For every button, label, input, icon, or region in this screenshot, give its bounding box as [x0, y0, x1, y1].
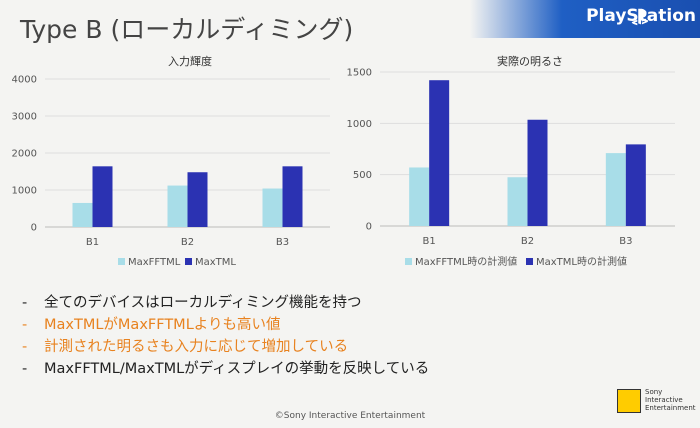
y-tick-label: 1500 — [347, 68, 372, 79]
bar — [605, 153, 626, 226]
bullet-item: - MaxFFTML/MaxTMLがディスプレイの挙動を反映している — [22, 358, 582, 380]
brand-name: PlayStation — [586, 6, 696, 26]
legend-label: MaxFFTML時の計測値 — [415, 255, 517, 268]
bullet-text: MaxFFTML/MaxTMLがディスプレイの挙動を反映している — [44, 361, 430, 377]
brand-banner — [470, 0, 700, 38]
bullet-item: - MaxTMLがMaxFFTMLよりも高い値 — [22, 314, 582, 336]
bullet-list: - 全てのデバイスはローカルディミング機能を持つ - MaxTMLがMaxFFTML… — [22, 292, 582, 380]
bullet-item: - 計測された明るさも入力に応じて増加している — [22, 336, 582, 358]
bar — [527, 119, 548, 226]
chart-title: 実際の明るさ — [497, 54, 563, 68]
bullet-dash: - — [22, 317, 28, 333]
y-tick-label: 1000 — [347, 119, 372, 130]
bar — [625, 144, 646, 226]
bullet-dash: - — [22, 295, 28, 311]
sie-logo-icon — [617, 389, 641, 413]
legend-swatch — [118, 258, 125, 265]
bullet-text: 全てのデバイスはローカルディミング機能を持つ — [44, 295, 362, 311]
y-tick-label: 0 — [366, 222, 372, 233]
bullet-dash: - — [22, 361, 28, 377]
legend-swatch — [185, 258, 192, 265]
legend-swatch — [526, 258, 533, 265]
sie-line-1: Sony — [645, 388, 663, 396]
bar — [72, 202, 93, 227]
slide-title: Type B (ローカルディミング) — [20, 15, 354, 44]
x-tick-label: B3 — [276, 237, 289, 248]
x-tick-label: B1 — [423, 236, 436, 247]
y-tick-label: 1000 — [12, 186, 37, 197]
x-tick-label: B2 — [521, 236, 534, 247]
bar — [92, 166, 113, 227]
bar — [187, 172, 208, 227]
legend-label: MaxFFTML — [128, 257, 181, 268]
legend-label: MaxTML時の計測値 — [536, 255, 627, 268]
bar — [262, 188, 283, 227]
sie-line-2: Interactive — [645, 396, 683, 404]
bullet-dash: - — [22, 339, 28, 355]
bullet-item: - 全てのデバイスはローカルディミング機能を持つ — [22, 292, 582, 314]
x-tick-label: B1 — [86, 237, 99, 248]
bar — [282, 166, 303, 227]
bar — [507, 177, 528, 226]
bar — [167, 185, 188, 227]
bar — [429, 80, 450, 226]
y-tick-label: 3000 — [12, 112, 37, 123]
bar — [409, 167, 430, 226]
y-tick-label: 0 — [31, 223, 37, 234]
sie-line-3: Entertainment — [645, 404, 696, 412]
sie-logo-text: Sony Interactive Entertainment — [645, 388, 696, 412]
x-tick-label: B2 — [181, 237, 194, 248]
y-tick-label: 500 — [353, 170, 372, 181]
chart-input-luminance: 入力輝度 0 1000 2000 3000 4000 B1 B2 B3 MaxFFTML MaxTM… — [12, 54, 330, 268]
legend-swatch — [405, 258, 412, 265]
bullet-text: MaxTMLがMaxFFTMLよりも高い値 — [44, 317, 281, 333]
y-tick-label: 4000 — [12, 75, 37, 86]
bullet-text: 計測された明るさも入力に応じて増加している — [44, 339, 349, 355]
playstation-logo-icon — [631, 8, 649, 26]
copyright-text: ©Sony Interactive Entertainment — [274, 411, 426, 421]
chart-measured-brightness: 実際の明るさ 0 500 1000 1500 B1 B2 B3 MaxFFTML時の計測値 Max… — [347, 54, 675, 268]
legend-label: MaxTML — [195, 257, 236, 268]
x-tick-label: B3 — [619, 236, 632, 247]
y-tick-label: 2000 — [12, 149, 37, 160]
chart-title: 入力輝度 — [168, 54, 212, 68]
